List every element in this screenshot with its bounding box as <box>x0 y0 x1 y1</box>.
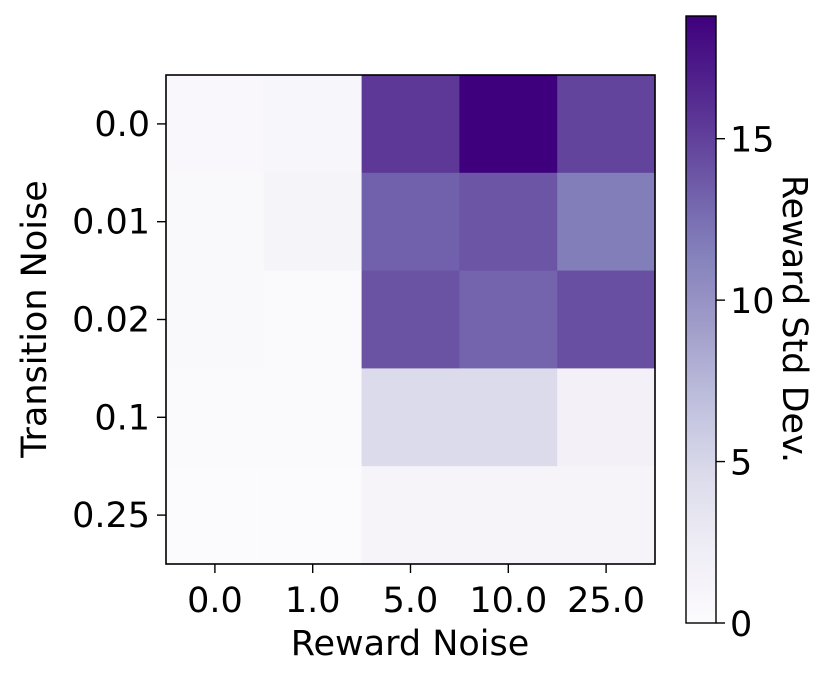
heatmap-cell <box>459 172 558 272</box>
colorbar-ticks: 0 5 10 15 <box>716 121 775 645</box>
heatmap-cell <box>557 75 656 174</box>
heatmap-cell <box>557 466 656 565</box>
heatmap-cell <box>263 75 363 174</box>
heatmap-cell <box>361 368 460 467</box>
heatmap-cell <box>166 270 265 369</box>
heatmap-cell <box>263 368 363 467</box>
colorbar-tick-label: 0 <box>730 605 752 645</box>
y-tick-label: 0.1 <box>94 398 150 438</box>
heatmap-cell <box>166 368 265 467</box>
heatmap-cell <box>459 466 558 565</box>
x-tick-label: 10.0 <box>469 581 547 621</box>
y-axis-ticks: 0.0 0.01 0.02 0.1 0.25 <box>72 105 166 536</box>
y-tick-label: 0.02 <box>72 301 150 341</box>
heatmap-cell <box>263 172 363 272</box>
heatmap-cell <box>263 270 363 369</box>
heatmap-cell <box>361 466 460 565</box>
colorbar <box>685 15 717 624</box>
x-axis-ticks: 0.0 1.0 5.0 10.0 25.0 <box>187 564 645 621</box>
y-tick-label: 0.0 <box>94 105 150 145</box>
x-tick-label: 5.0 <box>383 581 439 621</box>
heatmap-cell <box>166 466 265 565</box>
heatmap-cell <box>459 75 558 174</box>
colorbar-label: Reward Std Dev. <box>774 175 814 463</box>
y-tick-label: 0.01 <box>72 203 150 243</box>
heatmap-cell <box>263 466 363 565</box>
heatmap-cells <box>166 75 656 565</box>
heatmap-cell <box>166 75 265 174</box>
heatmap-cell <box>166 172 265 272</box>
x-axis-label: Reward Noise <box>291 624 530 664</box>
heatmap-cell <box>361 75 460 174</box>
heatmap-cell <box>361 172 460 272</box>
heatmap-cell <box>459 368 558 467</box>
heatmap-cell <box>557 270 656 369</box>
x-tick-label: 0.0 <box>187 581 243 621</box>
y-tick-label: 0.25 <box>72 496 150 536</box>
x-tick-label: 1.0 <box>285 581 341 621</box>
colorbar-tick-label: 5 <box>730 444 752 484</box>
colorbar-tick-label: 10 <box>730 282 775 322</box>
heatmap-cell <box>361 270 460 369</box>
heatmap-cell <box>557 368 656 467</box>
x-tick-label: 25.0 <box>567 581 645 621</box>
colorbar-tick-label: 15 <box>730 121 775 161</box>
y-axis-label: Transition Noise <box>15 180 55 458</box>
heatmap-cell <box>459 270 558 369</box>
heatmap-cell <box>557 172 656 272</box>
